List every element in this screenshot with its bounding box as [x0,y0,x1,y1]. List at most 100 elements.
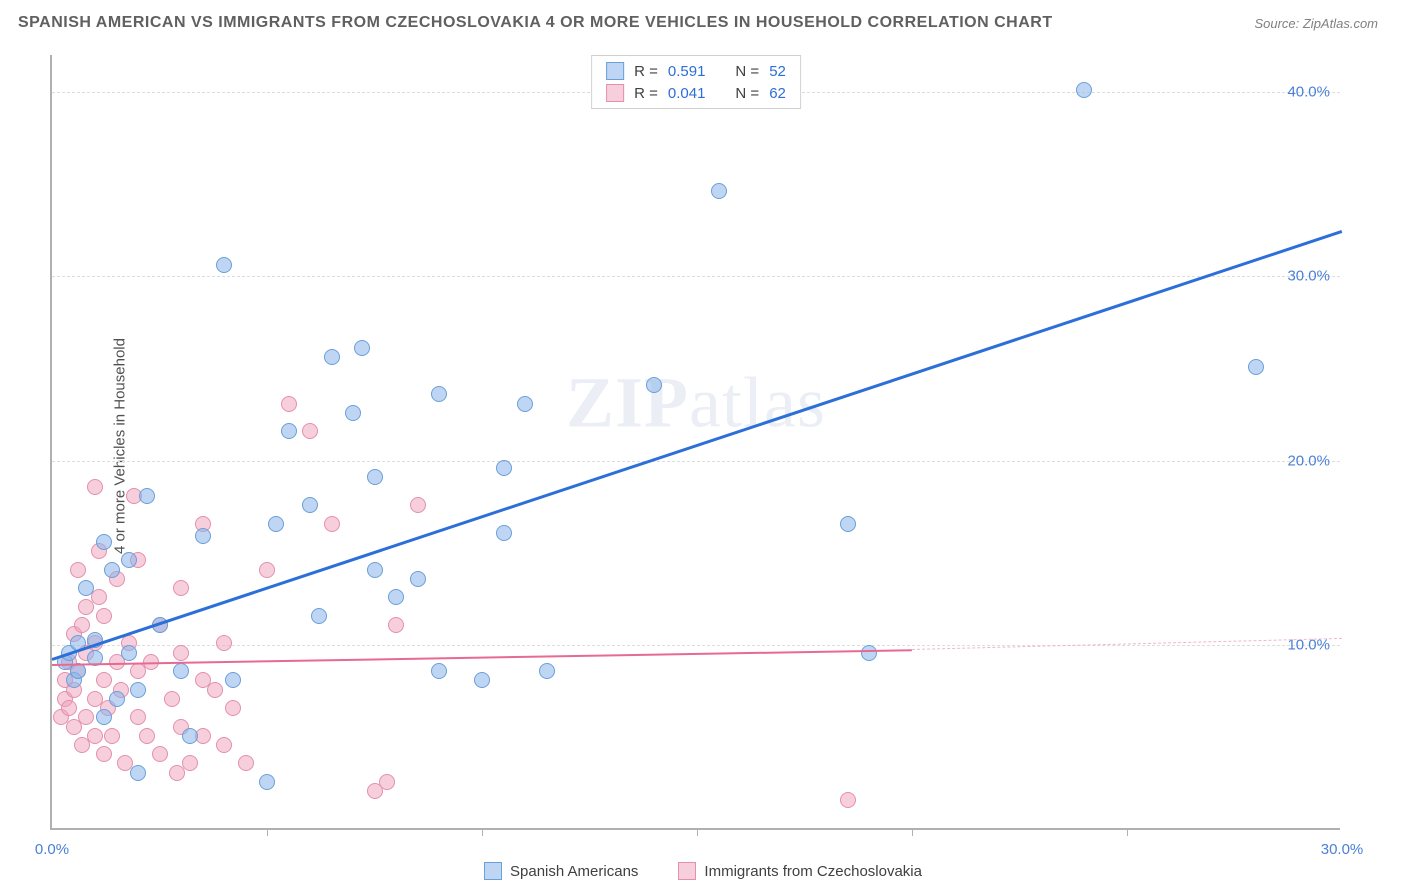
data-point [78,709,94,725]
legend-row-pink: R = 0.041 N = 62 [606,82,786,104]
r-value-blue: 0.591 [668,63,706,80]
data-point [367,562,383,578]
x-tick-mark [697,828,698,836]
data-point [496,460,512,476]
data-point [130,765,146,781]
r-label-blue: R = [634,63,658,80]
data-point [96,608,112,624]
data-point [139,728,155,744]
n-label-blue: N = [735,63,759,80]
trend-line [52,230,1343,661]
data-point [281,423,297,439]
data-point [91,589,107,605]
data-point [225,700,241,716]
data-point [164,691,180,707]
n-label-pink: N = [735,85,759,102]
data-point [152,746,168,762]
data-point [225,672,241,688]
data-point [173,645,189,661]
data-point [207,682,223,698]
x-tick-label: 0.0% [35,841,69,858]
gridline [52,645,1340,646]
data-point [74,617,90,633]
plot-area: ZIPatlas R = 0.591 N = 52 R = 0.041 N = … [50,55,1340,830]
n-value-pink: 62 [769,85,786,102]
data-point [173,580,189,596]
data-point [70,562,86,578]
data-point [78,580,94,596]
data-point [130,709,146,725]
data-point [410,571,426,587]
data-point [302,497,318,513]
swatch-blue-icon [484,862,502,880]
r-value-pink: 0.041 [668,85,706,102]
data-point [840,792,856,808]
data-point [182,755,198,771]
data-point [367,469,383,485]
watermark-bold: ZIP [566,362,689,442]
data-point [61,700,77,716]
data-point [646,377,662,393]
data-point [195,528,211,544]
data-point [431,386,447,402]
x-tick-mark [267,828,268,836]
y-tick-label: 40.0% [1287,83,1330,100]
y-tick-label: 30.0% [1287,268,1330,285]
data-point [139,488,155,504]
data-point [259,774,275,790]
data-point [861,645,877,661]
data-point [96,534,112,550]
swatch-blue-icon [606,62,624,80]
data-point [302,423,318,439]
data-point [711,183,727,199]
data-point [539,663,555,679]
x-tick-mark [1127,828,1128,836]
legend-label-pink: Immigrants from Czechoslovakia [704,863,922,880]
data-point [96,672,112,688]
data-point [431,663,447,679]
legend-item-blue: Spanish Americans [484,862,638,880]
data-point [1076,82,1092,98]
swatch-pink-icon [606,84,624,102]
data-point [104,728,120,744]
watermark-rest: atlas [689,362,826,442]
data-point [104,562,120,578]
data-point [840,516,856,532]
x-tick-label: 30.0% [1321,841,1364,858]
data-point [121,645,137,661]
data-point [324,349,340,365]
data-point [410,497,426,513]
data-point [87,728,103,744]
data-point [216,257,232,273]
source-label: Source: ZipAtlas.com [1254,16,1378,31]
data-point [474,672,490,688]
data-point [216,737,232,753]
data-point [354,340,370,356]
data-point [96,746,112,762]
chart-title: SPANISH AMERICAN VS IMMIGRANTS FROM CZEC… [18,14,1053,32]
data-point [182,728,198,744]
data-point [109,691,125,707]
data-point [388,589,404,605]
data-point [238,755,254,771]
y-tick-label: 20.0% [1287,452,1330,469]
data-point [130,682,146,698]
data-point [379,774,395,790]
gridline [52,461,1340,462]
data-point [517,396,533,412]
data-point [96,709,112,725]
trend-line [912,638,1342,650]
data-point [388,617,404,633]
correlation-legend: R = 0.591 N = 52 R = 0.041 N = 62 [591,55,801,109]
data-point [121,552,137,568]
series-legend: Spanish Americans Immigrants from Czecho… [484,862,922,880]
data-point [345,405,361,421]
data-point [259,562,275,578]
gridline [52,276,1340,277]
legend-row-blue: R = 0.591 N = 52 [606,60,786,82]
data-point [1248,359,1264,375]
legend-item-pink: Immigrants from Czechoslovakia [678,862,922,880]
r-label-pink: R = [634,85,658,102]
x-tick-mark [482,828,483,836]
data-point [87,479,103,495]
